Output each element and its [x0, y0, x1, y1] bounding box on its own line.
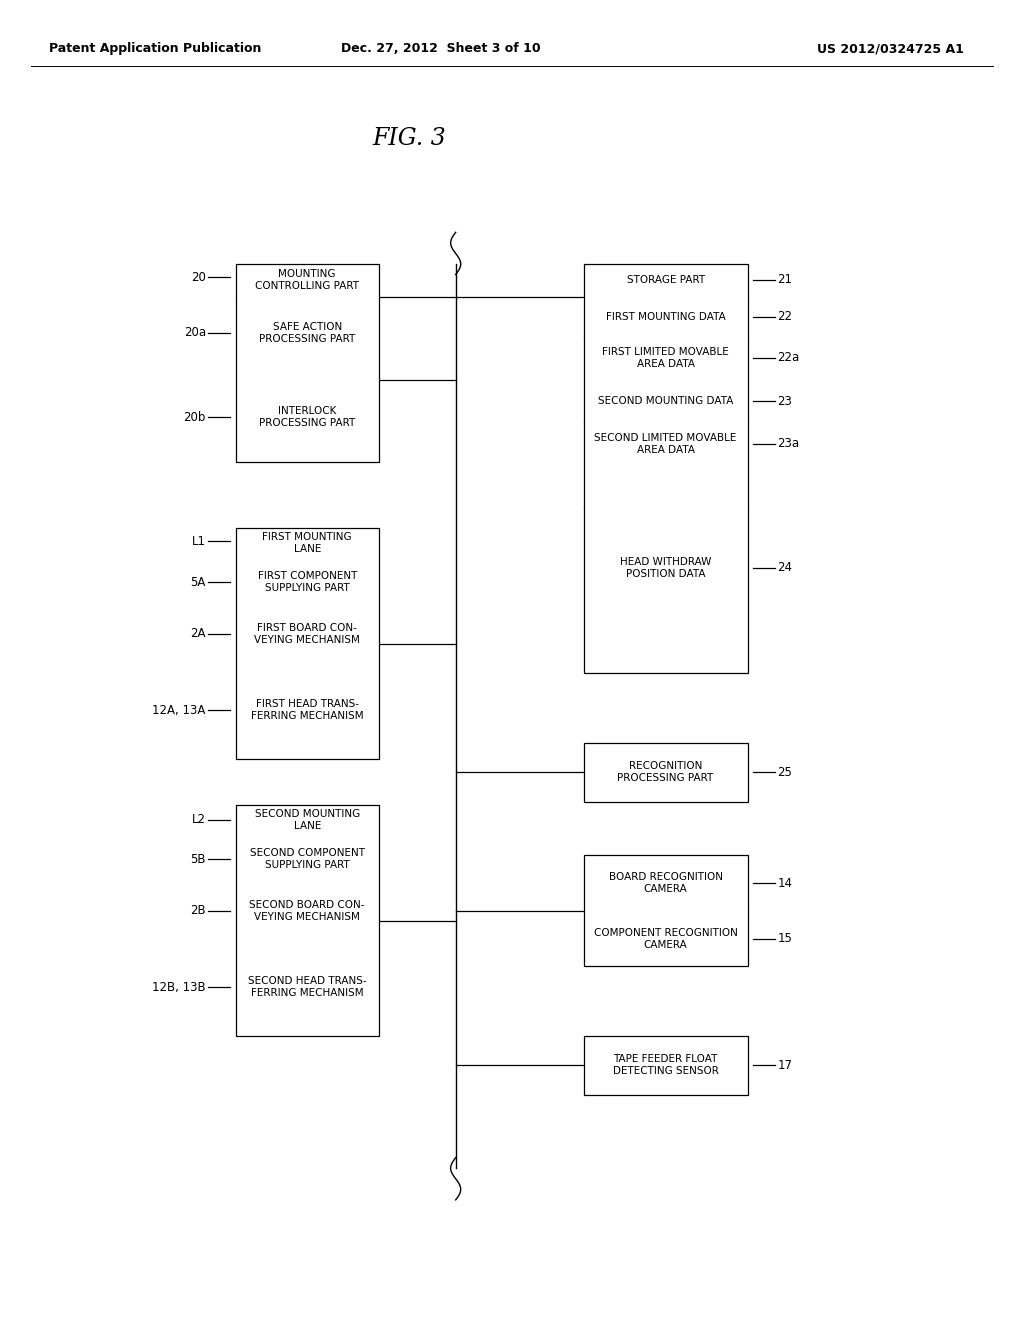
- Text: FIRST MOUNTING
LANE: FIRST MOUNTING LANE: [262, 532, 352, 553]
- Text: RECOGNITION
PROCESSING PART: RECOGNITION PROCESSING PART: [617, 762, 714, 783]
- Text: 23: 23: [777, 395, 793, 408]
- Text: FIRST BOARD CON-
VEYING MECHANISM: FIRST BOARD CON- VEYING MECHANISM: [254, 623, 360, 644]
- Text: SECOND MOUNTING
LANE: SECOND MOUNTING LANE: [255, 809, 359, 830]
- Text: 21: 21: [777, 273, 793, 286]
- Text: FIRST COMPONENT
SUPPLYING PART: FIRST COMPONENT SUPPLYING PART: [257, 572, 357, 593]
- Bar: [584, 743, 748, 803]
- Text: 20a: 20a: [183, 326, 206, 339]
- Text: SECOND HEAD TRANS-
FERRING MECHANISM: SECOND HEAD TRANS- FERRING MECHANISM: [248, 977, 367, 998]
- Text: SECOND BOARD CON-
VEYING MECHANISM: SECOND BOARD CON- VEYING MECHANISM: [250, 900, 365, 921]
- Text: 25: 25: [777, 766, 793, 779]
- Text: 14: 14: [777, 876, 793, 890]
- Text: US 2012/0324725 A1: US 2012/0324725 A1: [817, 42, 965, 55]
- Text: 20: 20: [190, 271, 206, 284]
- Text: 12B, 13B: 12B, 13B: [153, 981, 206, 994]
- Text: L2: L2: [191, 813, 206, 826]
- Text: L1: L1: [191, 535, 206, 548]
- Text: 12A, 13A: 12A, 13A: [153, 704, 206, 717]
- Text: FIRST MOUNTING DATA: FIRST MOUNTING DATA: [606, 312, 725, 322]
- Text: MOUNTING
CONTROLLING PART: MOUNTING CONTROLLING PART: [255, 269, 359, 290]
- Text: 22a: 22a: [777, 351, 800, 364]
- Text: FIG. 3: FIG. 3: [373, 127, 446, 150]
- Bar: [584, 264, 748, 673]
- Text: 5B: 5B: [190, 853, 206, 866]
- Text: Patent Application Publication: Patent Application Publication: [49, 42, 261, 55]
- Text: BOARD RECOGNITION
CAMERA: BOARD RECOGNITION CAMERA: [608, 873, 723, 894]
- Text: SECOND LIMITED MOVABLE
AREA DATA: SECOND LIMITED MOVABLE AREA DATA: [594, 433, 737, 454]
- Text: COMPONENT RECOGNITION
CAMERA: COMPONENT RECOGNITION CAMERA: [594, 928, 737, 949]
- Text: TAPE FEEDER FLOAT
DETECTING SENSOR: TAPE FEEDER FLOAT DETECTING SENSOR: [612, 1055, 719, 1076]
- Bar: [584, 855, 748, 966]
- Text: Dec. 27, 2012  Sheet 3 of 10: Dec. 27, 2012 Sheet 3 of 10: [341, 42, 540, 55]
- Text: STORAGE PART: STORAGE PART: [627, 275, 705, 285]
- Text: 5A: 5A: [190, 576, 206, 589]
- Text: SECOND COMPONENT
SUPPLYING PART: SECOND COMPONENT SUPPLYING PART: [250, 849, 365, 870]
- Bar: [584, 1035, 748, 1096]
- Text: 2B: 2B: [190, 904, 206, 917]
- Text: FIRST HEAD TRANS-
FERRING MECHANISM: FIRST HEAD TRANS- FERRING MECHANISM: [251, 700, 364, 721]
- Text: 17: 17: [777, 1059, 793, 1072]
- Text: INTERLOCK
PROCESSING PART: INTERLOCK PROCESSING PART: [259, 407, 355, 428]
- Bar: [236, 528, 379, 759]
- Text: SECOND MOUNTING DATA: SECOND MOUNTING DATA: [598, 396, 733, 407]
- Text: 24: 24: [777, 561, 793, 574]
- Text: FIRST LIMITED MOVABLE
AREA DATA: FIRST LIMITED MOVABLE AREA DATA: [602, 347, 729, 368]
- Text: 2A: 2A: [190, 627, 206, 640]
- Bar: [236, 264, 379, 462]
- Bar: [236, 805, 379, 1036]
- Text: 15: 15: [777, 932, 793, 945]
- Text: 22: 22: [777, 310, 793, 323]
- Text: 23a: 23a: [777, 437, 800, 450]
- Text: 20b: 20b: [183, 411, 206, 424]
- Text: HEAD WITHDRAW
POSITION DATA: HEAD WITHDRAW POSITION DATA: [620, 557, 712, 578]
- Text: SAFE ACTION
PROCESSING PART: SAFE ACTION PROCESSING PART: [259, 322, 355, 343]
